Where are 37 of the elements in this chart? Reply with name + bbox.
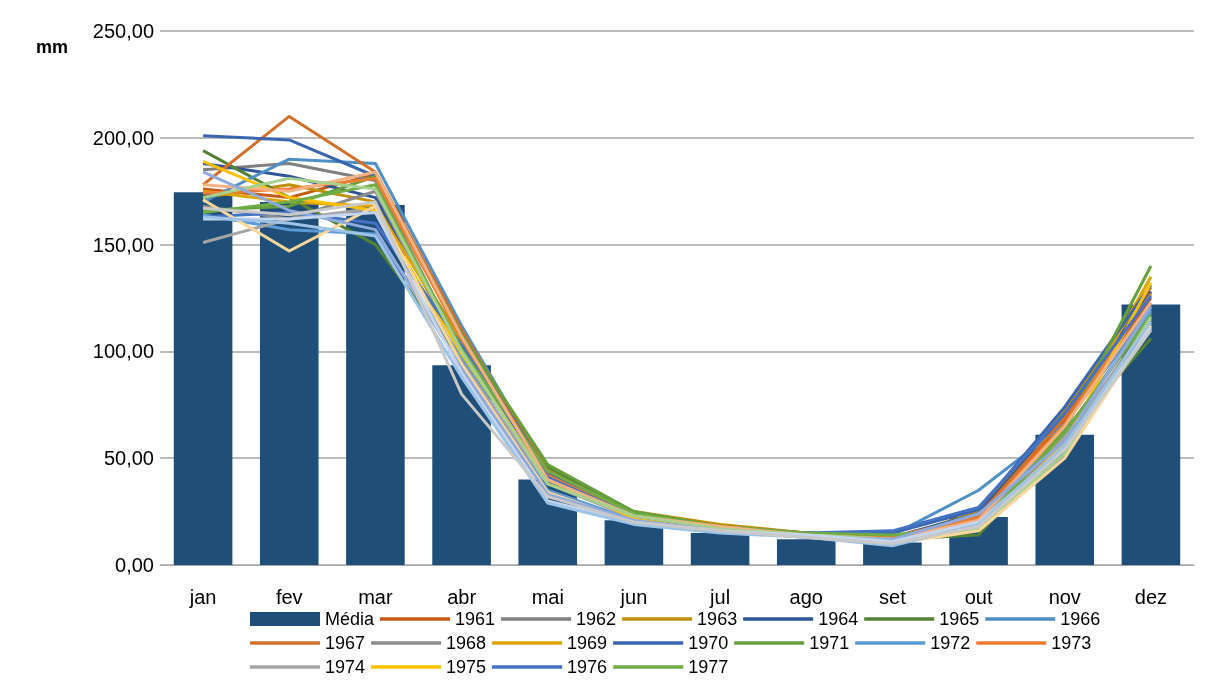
x-tick-label: ago <box>789 586 823 608</box>
legend-label: 1976 <box>567 657 608 677</box>
y-tick-label: 150,00 <box>92 233 154 256</box>
x-tick-label: mar <box>358 586 393 608</box>
y-tick-label: 50,00 <box>103 447 154 470</box>
legend-label: 1971 <box>809 633 850 653</box>
y-tick-label: 250,00 <box>92 20 154 42</box>
y-tick-label: 0,00 <box>115 554 154 576</box>
legend-label: 1964 <box>818 609 859 629</box>
x-tick-label: set <box>879 586 907 608</box>
x-tick-label: jun <box>619 586 648 608</box>
legend-label: 1974 <box>325 657 366 677</box>
x-tick-label: dez <box>1134 586 1168 608</box>
legend-label: 1970 <box>688 633 729 653</box>
legend-label: 1969 <box>567 633 608 653</box>
x-tick-label: fev <box>275 586 303 608</box>
legend-label: 1962 <box>576 609 617 629</box>
legend-label: 1968 <box>446 633 487 653</box>
x-tick-label: abr <box>447 586 477 608</box>
x-tick-label: jul <box>709 586 731 608</box>
x-tick-label: out <box>964 586 993 608</box>
y-tick-label: 100,00 <box>92 340 154 363</box>
y-axis-title: mm <box>36 37 69 57</box>
legend-label: 1963 <box>697 609 738 629</box>
x-tick-label: mai <box>531 586 564 608</box>
legend-label: 1973 <box>1051 633 1092 653</box>
legend-label: 1966 <box>1060 609 1101 629</box>
legend-label: Média <box>325 609 376 629</box>
x-tick-label: nov <box>1048 586 1081 608</box>
y-tick-label: 200,00 <box>92 126 154 149</box>
legend-label: 1972 <box>930 633 971 653</box>
legend-label: 1977 <box>688 657 729 677</box>
x-tick-label: jan <box>188 586 217 608</box>
legend-label: 1961 <box>455 609 496 629</box>
legend-label: 1965 <box>939 609 980 629</box>
legend-label: 1975 <box>446 657 487 677</box>
legend-label: 1967 <box>325 633 366 653</box>
